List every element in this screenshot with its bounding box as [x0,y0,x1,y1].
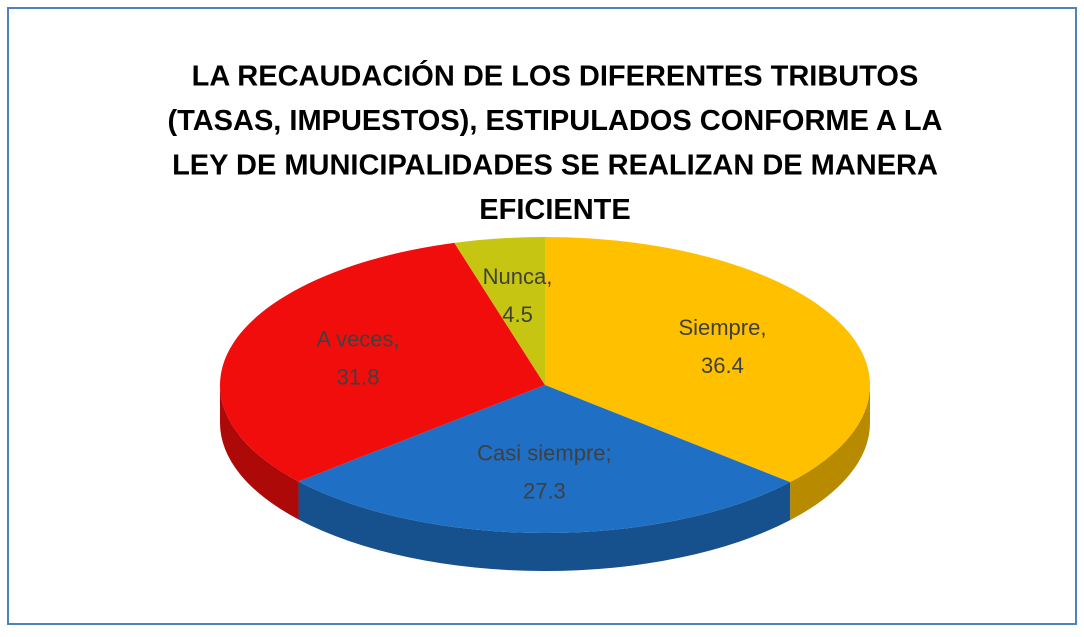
slice [545,237,870,483]
data-label-value: 4.5 [502,302,533,327]
data-label-value: 36.4 [701,353,744,378]
data-label-name: Casi siempre; [477,441,611,466]
data-label-value: 27.3 [523,479,566,504]
data-label-name: Siempre, [678,315,766,340]
chart-title: EFICIENTE [479,194,630,226]
chart-title: LA RECAUDACIÓN DE LOS DIFERENTES TRIBUTO… [192,59,919,93]
chart-title: LEY DE MUNICIPALIDADES SE REALIZAN DE MA… [172,150,938,182]
slice [219,242,545,482]
slice-side [790,385,870,521]
data-label-name: A veces, [317,327,400,352]
data-label-value: 31.8 [337,365,380,390]
chart-title: (TASAS, IMPUESTOS), ESTIPULADOS CONFORME… [168,105,943,137]
slice-side [220,385,299,520]
slice-side [298,481,791,571]
slice [454,237,545,385]
slice [298,385,791,533]
data-label-name: Nunca, [483,264,553,289]
